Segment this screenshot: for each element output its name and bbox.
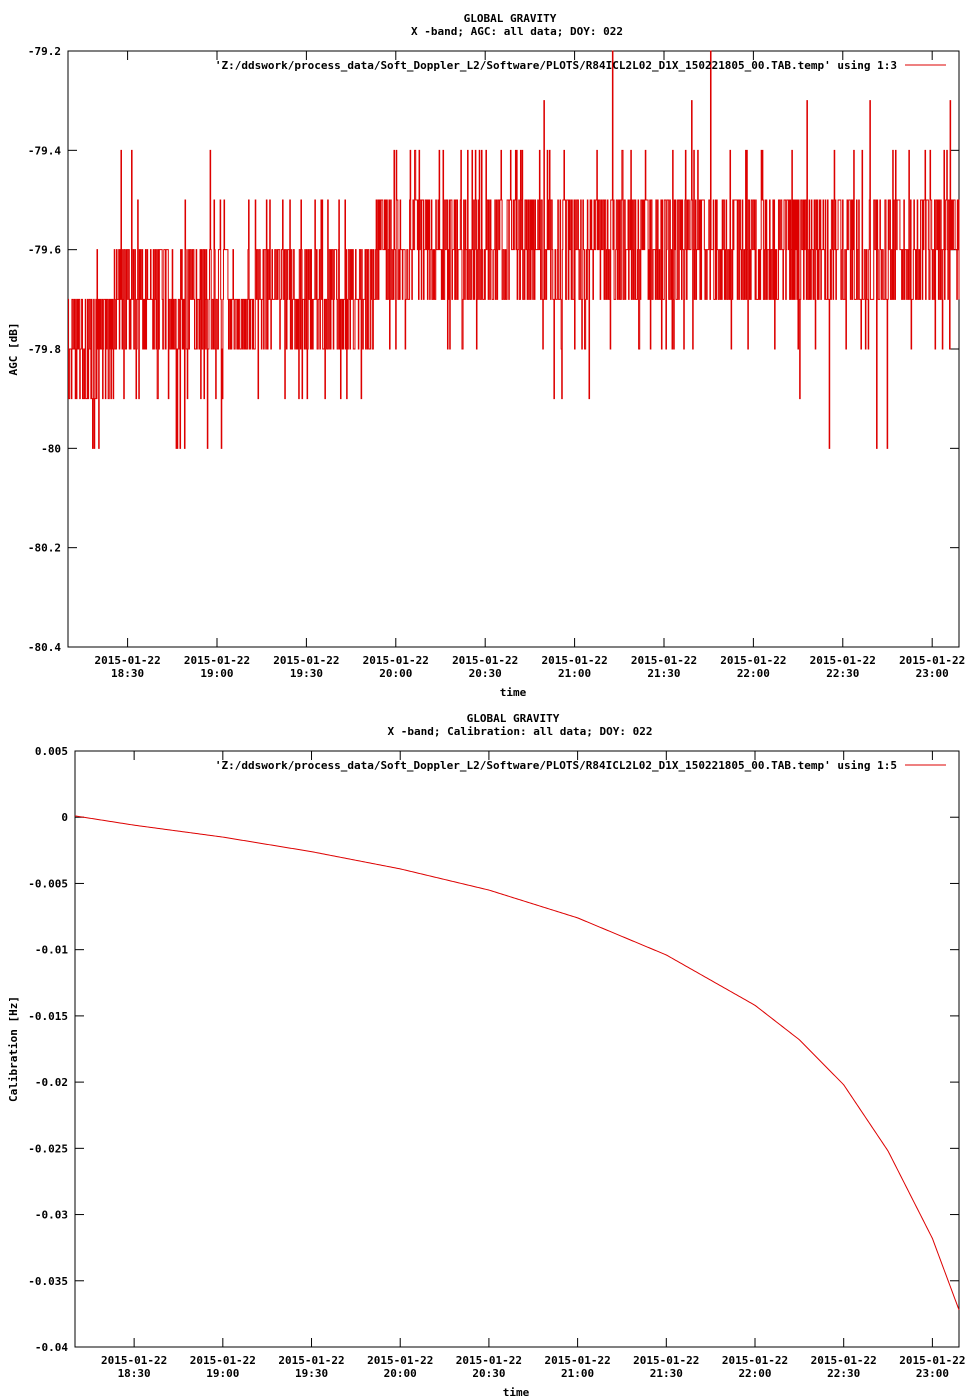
agc-x-tick-time-1: 19:00 <box>200 667 233 680</box>
agc-chart-subtitle: X -band; AGC: all data; DOY: 022 <box>411 25 623 38</box>
calibration-chart-subtitle: X -band; Calibration: all data; DOY: 022 <box>388 725 653 738</box>
agc-x-tick-date-6: 2015-01-22 <box>631 654 697 667</box>
agc-x-tick-time-3: 20:00 <box>379 667 412 680</box>
agc-x-tick-date-1: 2015-01-22 <box>184 654 250 667</box>
agc-y-tick-label-5: -80.2 <box>28 542 61 555</box>
calibration-plot-frame <box>74 750 960 1348</box>
calibration-y-tick-label-3: -0.01 <box>35 944 68 957</box>
calibration-x-tick-time-7: 22:00 <box>738 1367 771 1380</box>
agc-x-tick-time-0: 18:30 <box>111 667 144 680</box>
calibration-y-tick-label-5: -0.02 <box>35 1076 68 1089</box>
agc-x-tick-date-4: 2015-01-22 <box>452 654 518 667</box>
agc-x-tick-time-4: 20:30 <box>469 667 502 680</box>
agc-x-tick-date-7: 2015-01-22 <box>720 654 786 667</box>
calibration-series-group <box>74 815 960 1311</box>
calibration-x-tick-date-4: 2015-01-22 <box>456 1354 522 1367</box>
agc-x-tick-date-0: 2015-01-22 <box>94 654 160 667</box>
calibration-y-tick-label-2: -0.005 <box>28 877 68 890</box>
agc-y-tick-label-3: -79.8 <box>28 343 61 356</box>
agc-x-tick-date-5: 2015-01-22 <box>541 654 607 667</box>
calibration-y-tick-label-7: -0.03 <box>35 1209 68 1222</box>
calibration-x-tick-date-6: 2015-01-22 <box>633 1354 699 1367</box>
agc-series-group <box>68 50 960 449</box>
agc-y-axis-label: AGC [dB] <box>7 323 20 376</box>
agc-x-tick-time-8: 22:30 <box>826 667 859 680</box>
calibration-y-axis: 0.005 0 -0.005 -0.01 -0.015 -0.02 -0.025 -0.03 -… <box>28 745 959 1354</box>
calibration-x-tick-date-7: 2015-01-22 <box>722 1354 788 1367</box>
agc-chart-title: GLOBAL GRAVITY <box>464 12 557 25</box>
calibration-x-tick-date-2: 2015-01-22 <box>278 1354 344 1367</box>
agc-series-line-0 <box>68 50 960 449</box>
agc-chart: GLOBAL GRAVITY X -band; AGC: all data; D… <box>7 12 965 699</box>
calibration-x-axis-label: time <box>503 1386 530 1399</box>
calibration-y-tick-label-1: 0 <box>61 811 68 824</box>
agc-y-axis: -79.2 -79.4 -79.6 -79.8 -80 -80.2 -80.4 <box>28 45 959 654</box>
calibration-chart-title: GLOBAL GRAVITY <box>467 712 560 725</box>
calibration-x-tick-time-1: 19:00 <box>206 1367 239 1380</box>
agc-y-tick-label-6: -80.4 <box>28 641 61 654</box>
calibration-x-tick-time-8: 22:30 <box>827 1367 860 1380</box>
calibration-x-tick-time-3: 20:00 <box>384 1367 417 1380</box>
calibration-x-tick-time-5: 21:00 <box>561 1367 594 1380</box>
agc-x-tick-time-5: 21:00 <box>558 667 591 680</box>
calibration-x-tick-date-5: 2015-01-22 <box>544 1354 610 1367</box>
calibration-x-tick-time-2: 19:30 <box>295 1367 328 1380</box>
agc-x-tick-time-7: 22:00 <box>737 667 770 680</box>
agc-x-axis-label: time <box>500 686 527 699</box>
agc-x-tick-time-2: 19:30 <box>290 667 323 680</box>
agc-x-tick-date-3: 2015-01-22 <box>363 654 429 667</box>
calibration-x-tick-time-0: 18:30 <box>118 1367 151 1380</box>
agc-x-tick-date-2: 2015-01-22 <box>273 654 339 667</box>
calibration-y-tick-label-0: 0.005 <box>35 745 68 758</box>
agc-legend-label: 'Z:/ddswork/process_data/Soft_Doppler_L2… <box>215 59 897 72</box>
agc-y-tick-label-4: -80 <box>41 442 61 455</box>
calibration-x-tick-time-4: 20:30 <box>472 1367 505 1380</box>
calibration-y-tick-label-9: -0.04 <box>35 1341 68 1354</box>
agc-x-tick-date-8: 2015-01-22 <box>810 654 876 667</box>
agc-x-tick-time-9: 23:00 <box>916 667 949 680</box>
calibration-x-tick-time-6: 21:30 <box>650 1367 683 1380</box>
calibration-x-axis: 2015-01-2218:302015-01-2219:002015-01-22… <box>101 751 966 1380</box>
calibration-x-tick-date-8: 2015-01-22 <box>811 1354 877 1367</box>
agc-x-tick-time-6: 21:30 <box>647 667 680 680</box>
calibration-chart: GLOBAL GRAVITY X -band; Calibration: all… <box>7 712 966 1399</box>
calibration-y-axis-label: Calibration [Hz] <box>7 996 20 1102</box>
calibration-x-tick-date-0: 2015-01-22 <box>101 1354 167 1367</box>
calibration-x-tick-date-3: 2015-01-22 <box>367 1354 433 1367</box>
agc-y-tick-label-2: -79.6 <box>28 244 61 257</box>
calibration-y-tick-label-6: -0.025 <box>28 1142 68 1155</box>
agc-x-axis: 2015-01-2218:302015-01-2219:002015-01-22… <box>94 51 965 680</box>
calibration-x-tick-date-9: 2015-01-22 <box>899 1354 965 1367</box>
agc-x-tick-date-9: 2015-01-22 <box>899 654 965 667</box>
calibration-legend-label: 'Z:/ddswork/process_data/Soft_Doppler_L2… <box>215 759 897 772</box>
agc-y-tick-label-1: -79.4 <box>28 144 61 157</box>
calibration-x-tick-time-9: 23:00 <box>916 1367 949 1380</box>
calibration-y-tick-label-4: -0.015 <box>28 1010 68 1023</box>
calibration-series-line-0 <box>74 815 960 1311</box>
calibration-y-tick-label-8: -0.035 <box>28 1275 68 1288</box>
calibration-x-tick-date-1: 2015-01-22 <box>190 1354 256 1367</box>
agc-y-tick-label-0: -79.2 <box>28 45 61 58</box>
